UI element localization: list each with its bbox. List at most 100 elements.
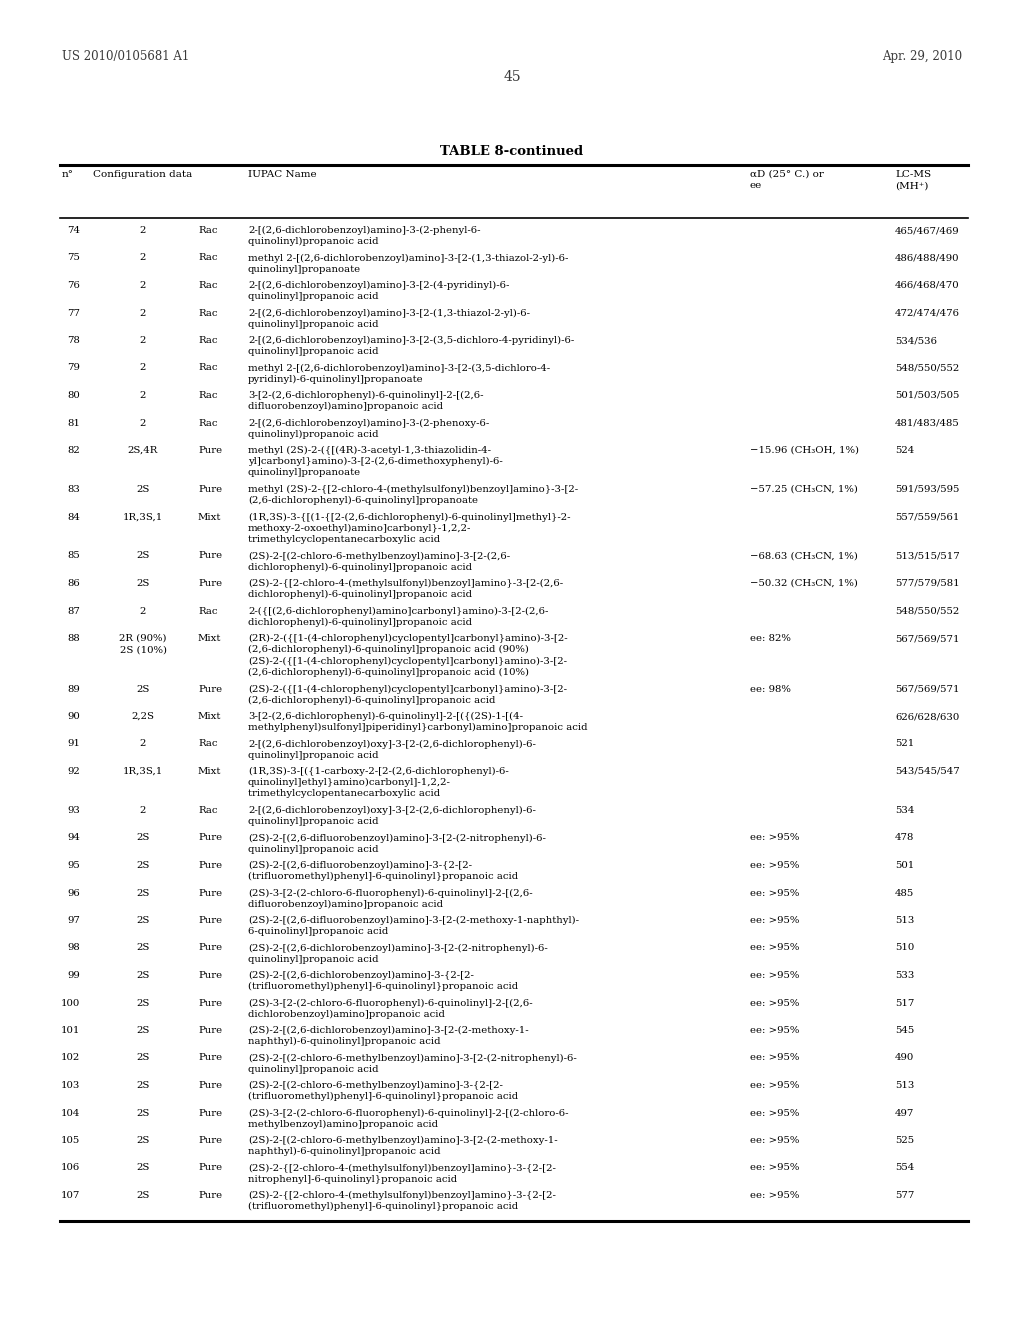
Text: (2S)-2-[(2,6-difluorobenzoyl)amino]-3-{2-[2-
(trifluoromethyl)phenyl]-6-quinolin: (2S)-2-[(2,6-difluorobenzoyl)amino]-3-{2… (248, 861, 518, 882)
Text: Configuration data: Configuration data (93, 170, 193, 180)
Text: 2-[(2,6-dichlorobenzoyl)amino]-3-[2-(4-pyridinyl)-6-
quinolinyl]propanoic acid: 2-[(2,6-dichlorobenzoyl)amino]-3-[2-(4-p… (248, 281, 509, 301)
Text: ee: >95%: ee: >95% (750, 1026, 800, 1035)
Text: ee: >95%: ee: >95% (750, 1081, 800, 1090)
Text: ee: 82%: ee: 82% (750, 634, 791, 643)
Text: 567/569/571: 567/569/571 (895, 685, 959, 693)
Text: Mixt: Mixt (198, 767, 221, 776)
Text: 78: 78 (68, 337, 80, 345)
Text: (1R,3S)-3-[({1-carboxy-2-[2-(2,6-dichlorophenyl)-6-
quinolinyl]ethyl}amino)carbo: (1R,3S)-3-[({1-carboxy-2-[2-(2,6-dichlor… (248, 767, 509, 799)
Text: Pure: Pure (198, 1137, 222, 1144)
Text: Pure: Pure (198, 579, 222, 587)
Text: Pure: Pure (198, 861, 222, 870)
Text: 2S: 2S (136, 861, 150, 870)
Text: (2S)-2-({[1-(4-chlorophenyl)cyclopentyl]carbonyl}amino)-3-[2-
(2,6-dichloropheny: (2S)-2-({[1-(4-chlorophenyl)cyclopentyl]… (248, 685, 567, 705)
Text: 106: 106 (60, 1163, 80, 1172)
Text: 86: 86 (68, 579, 80, 587)
Text: Pure: Pure (198, 944, 222, 953)
Text: 102: 102 (60, 1053, 80, 1063)
Text: 98: 98 (68, 944, 80, 953)
Text: 486/488/490: 486/488/490 (895, 253, 959, 263)
Text: 2S: 2S (136, 1137, 150, 1144)
Text: −15.96 (CH₃OH, 1%): −15.96 (CH₃OH, 1%) (750, 446, 859, 455)
Text: (2S)-2-{[2-chloro-4-(methylsulfonyl)benzoyl]amino}-3-[2-(2,6-
dichlorophenyl)-6-: (2S)-2-{[2-chloro-4-(methylsulfonyl)benz… (248, 579, 563, 599)
Text: 591/593/595: 591/593/595 (895, 484, 959, 494)
Text: 2S: 2S (136, 972, 150, 979)
Text: 2-[(2,6-dichlorobenzoyl)amino]-3-[2-(1,3-thiazol-2-yl)-6-
quinolinyl]propanoic a: 2-[(2,6-dichlorobenzoyl)amino]-3-[2-(1,3… (248, 309, 530, 329)
Text: 533: 533 (895, 972, 914, 979)
Text: 74: 74 (67, 226, 80, 235)
Text: −50.32 (CH₃CN, 1%): −50.32 (CH₃CN, 1%) (750, 579, 858, 587)
Text: (2S)-2-[(2-chloro-6-methylbenzoyl)amino]-3-[2-(2-methoxy-1-
naphthyl)-6-quinolin: (2S)-2-[(2-chloro-6-methylbenzoyl)amino]… (248, 1137, 558, 1156)
Text: 2S: 2S (136, 1163, 150, 1172)
Text: (2S)-2-[(2,6-difluorobenzoyl)amino]-3-[2-(2-nitrophenyl)-6-
quinolinyl]propanoic: (2S)-2-[(2,6-difluorobenzoyl)amino]-3-[2… (248, 833, 546, 854)
Text: 513: 513 (895, 916, 914, 925)
Text: Rac: Rac (198, 739, 217, 748)
Text: 2: 2 (140, 253, 146, 263)
Text: 2S: 2S (136, 916, 150, 925)
Text: 85: 85 (68, 552, 80, 561)
Text: (2S)-2-[(2,6-dichlorobenzoyl)amino]-3-[2-(2-nitrophenyl)-6-
quinolinyl]propanoic: (2S)-2-[(2,6-dichlorobenzoyl)amino]-3-[2… (248, 944, 548, 964)
Text: 501: 501 (895, 861, 914, 870)
Text: 577/579/581: 577/579/581 (895, 579, 959, 587)
Text: 83: 83 (68, 484, 80, 494)
Text: 2-[(2,6-dichlorobenzoyl)amino]-3-(2-phenyl-6-
quinolinyl)propanoic acid: 2-[(2,6-dichlorobenzoyl)amino]-3-(2-phen… (248, 226, 480, 247)
Text: 2-[(2,6-dichlorobenzoyl)amino]-3-(2-phenoxy-6-
quinolinyl)propanoic acid: 2-[(2,6-dichlorobenzoyl)amino]-3-(2-phen… (248, 418, 489, 438)
Text: (2R)-2-({[1-(4-chlorophenyl)cyclopentyl]carbonyl}amino)-3-[2-
(2,6-dichloropheny: (2R)-2-({[1-(4-chlorophenyl)cyclopentyl]… (248, 634, 567, 677)
Text: 84: 84 (68, 512, 80, 521)
Text: 90: 90 (68, 711, 80, 721)
Text: (2S)-2-{[2-chloro-4-(methylsulfonyl)benzoyl]amino}-3-{2-[2-
nitrophenyl]-6-quino: (2S)-2-{[2-chloro-4-(methylsulfonyl)benz… (248, 1163, 556, 1184)
Text: 2: 2 (140, 739, 146, 748)
Text: ee: >95%: ee: >95% (750, 998, 800, 1007)
Text: 465/467/469: 465/467/469 (895, 226, 959, 235)
Text: Mixt: Mixt (198, 711, 221, 721)
Text: 481/483/485: 481/483/485 (895, 418, 959, 428)
Text: 89: 89 (68, 685, 80, 693)
Text: (2S)-2-[(2,6-dichlorobenzoyl)amino]-3-{2-[2-
(trifluoromethyl)phenyl]-6-quinolin: (2S)-2-[(2,6-dichlorobenzoyl)amino]-3-{2… (248, 972, 518, 991)
Text: 2-[(2,6-dichlorobenzoyl)oxy]-3-[2-(2,6-dichlorophenyl)-6-
quinolinyl]propanoic a: 2-[(2,6-dichlorobenzoyl)oxy]-3-[2-(2,6-d… (248, 807, 536, 826)
Text: 626/628/630: 626/628/630 (895, 711, 959, 721)
Text: 99: 99 (68, 972, 80, 979)
Text: 548/550/552: 548/550/552 (895, 363, 959, 372)
Text: ee: >95%: ee: >95% (750, 833, 800, 842)
Text: 478: 478 (895, 833, 914, 842)
Text: 534/536: 534/536 (895, 337, 937, 345)
Text: Pure: Pure (198, 552, 222, 561)
Text: 2S: 2S (136, 1191, 150, 1200)
Text: Pure: Pure (198, 1109, 222, 1118)
Text: 95: 95 (68, 861, 80, 870)
Text: Pure: Pure (198, 1053, 222, 1063)
Text: 525: 525 (895, 1137, 914, 1144)
Text: 567/569/571: 567/569/571 (895, 634, 959, 643)
Text: IUPAC Name: IUPAC Name (248, 170, 316, 180)
Text: ee: >95%: ee: >95% (750, 861, 800, 870)
Text: 485: 485 (895, 888, 914, 898)
Text: 545: 545 (895, 1026, 914, 1035)
Text: 92: 92 (68, 767, 80, 776)
Text: 3-[2-(2,6-dichlorophenyl)-6-quinolinyl]-2-[({(2S)-1-[(4-
methylphenyl)sulfonyl]p: 3-[2-(2,6-dichlorophenyl)-6-quinolinyl]-… (248, 711, 588, 733)
Text: 1R,3S,1: 1R,3S,1 (123, 767, 163, 776)
Text: 554: 554 (895, 1163, 914, 1172)
Text: ee: >95%: ee: >95% (750, 888, 800, 898)
Text: 548/550/552: 548/550/552 (895, 606, 959, 615)
Text: (2S)-2-[(2-chloro-6-methylbenzoyl)amino]-3-[2-(2-nitrophenyl)-6-
quinolinyl]prop: (2S)-2-[(2-chloro-6-methylbenzoyl)amino]… (248, 1053, 577, 1073)
Text: 75: 75 (68, 253, 80, 263)
Text: 2S: 2S (136, 944, 150, 953)
Text: 472/474/476: 472/474/476 (895, 309, 961, 318)
Text: ee: >95%: ee: >95% (750, 1137, 800, 1144)
Text: Rac: Rac (198, 363, 217, 372)
Text: 2: 2 (140, 606, 146, 615)
Text: Pure: Pure (198, 998, 222, 1007)
Text: −57.25 (CH₃CN, 1%): −57.25 (CH₃CN, 1%) (750, 484, 858, 494)
Text: Mixt: Mixt (198, 634, 221, 643)
Text: Pure: Pure (198, 1081, 222, 1090)
Text: 497: 497 (895, 1109, 914, 1118)
Text: (2S)-2-[(2,6-dichlorobenzoyl)amino]-3-[2-(2-methoxy-1-
naphthyl)-6-quinolinyl]pr: (2S)-2-[(2,6-dichlorobenzoyl)amino]-3-[2… (248, 1026, 528, 1047)
Text: 2: 2 (140, 391, 146, 400)
Text: Pure: Pure (198, 1191, 222, 1200)
Text: 2: 2 (140, 363, 146, 372)
Text: 100: 100 (60, 998, 80, 1007)
Text: 2: 2 (140, 418, 146, 428)
Text: 524: 524 (895, 446, 914, 455)
Text: Rac: Rac (198, 391, 217, 400)
Text: 2S: 2S (136, 484, 150, 494)
